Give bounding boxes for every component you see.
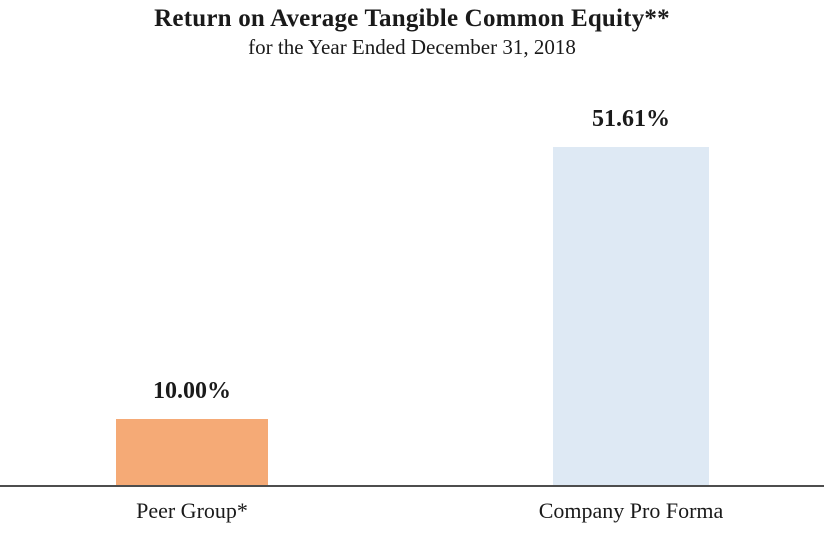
value-label-peer-group: 10.00% xyxy=(153,378,231,404)
chart-subtitle: for the Year Ended December 31, 2018 xyxy=(248,35,576,59)
category-label-peer-group: Peer Group* xyxy=(136,498,248,523)
bar-company-pro-forma xyxy=(553,147,709,485)
bar-peer-group xyxy=(116,419,268,485)
chart-title: Return on Average Tangible Common Equity… xyxy=(154,5,670,32)
category-label-company-pro-forma: Company Pro Forma xyxy=(538,498,724,523)
x-axis-line xyxy=(0,485,824,487)
value-label-company-pro-forma: 51.61% xyxy=(592,106,670,132)
